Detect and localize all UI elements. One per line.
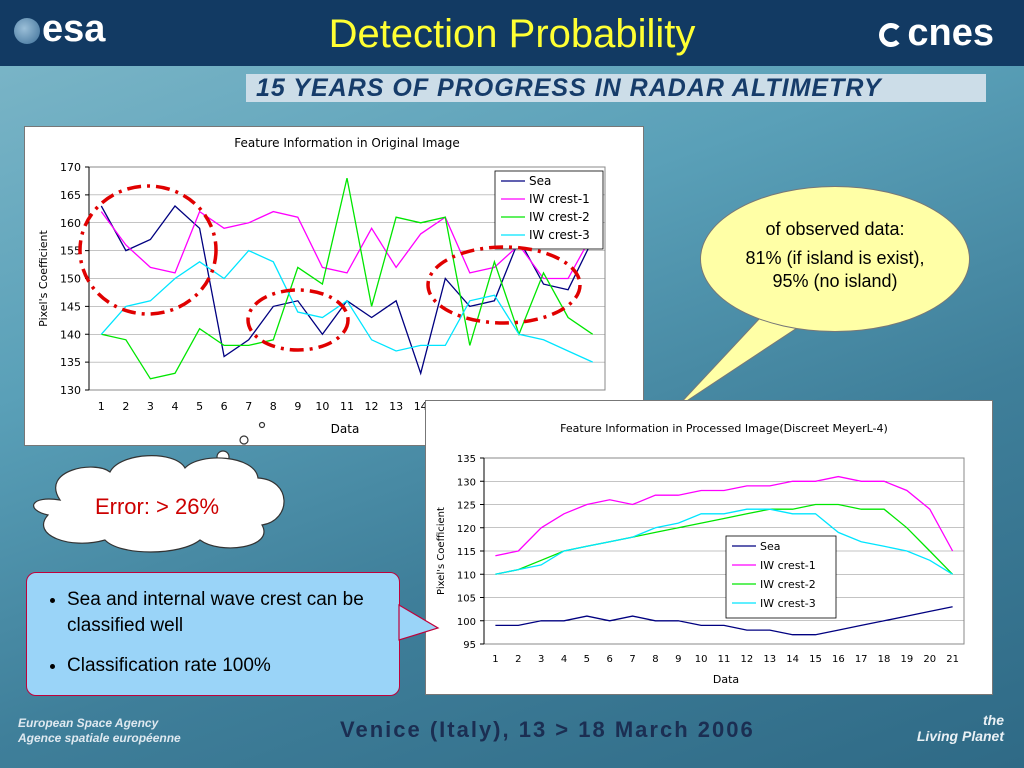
conclusion-list: Sea and internal wave crest can be class… [45, 587, 389, 679]
x-tick-label: 6 [607, 654, 613, 665]
conclusion-item: Classification rate 100% [67, 653, 389, 679]
legend-entry: IW crest-1 [760, 559, 816, 572]
x-tick-label: 7 [629, 654, 635, 665]
series-line-1 [495, 475, 954, 557]
legend-entry: IW crest-2 [760, 578, 816, 591]
y-tick-label: 125 [457, 501, 476, 512]
x-tick-label: 2 [122, 400, 129, 413]
x-tick-label: 21 [946, 654, 959, 665]
x-tick-label: 11 [340, 400, 354, 413]
x-axis-label: Data [713, 673, 739, 686]
y-tick-label: 95 [463, 640, 476, 651]
chart-title: Feature Information in Original Image [234, 136, 460, 150]
legend-entry: Sea [529, 174, 551, 188]
x-tick-label: 1 [98, 400, 105, 413]
x-tick-label: 10 [695, 654, 708, 665]
callout-line1: of observed data: [765, 219, 905, 239]
series-line-2 [495, 503, 954, 575]
cnes-mark-icon [879, 22, 904, 47]
x-tick-label: 4 [171, 400, 178, 413]
x-tick-label: 14 [414, 400, 428, 413]
y-tick-label: 120 [457, 524, 476, 535]
x-tick-label: 15 [809, 654, 822, 665]
x-tick-label: 8 [652, 654, 658, 665]
globe-icon [14, 17, 40, 44]
legend-box [494, 170, 604, 250]
x-tick-label: 20 [923, 654, 936, 665]
x-tick-label: 7 [245, 400, 252, 413]
callout-line3: 95% (no island) [772, 271, 898, 291]
x-tick-label: 19 [901, 654, 914, 665]
y-tick-label: 170 [60, 161, 81, 174]
x-tick-label: 13 [389, 400, 403, 413]
living-planet-logo: the Living Planet [916, 712, 1004, 744]
legend-entry: Sea [760, 540, 781, 553]
chart-title: Feature Information in Processed Image(D… [560, 422, 888, 435]
legend-entry: IW crest-1 [529, 192, 590, 206]
x-tick-label: 17 [855, 654, 868, 665]
y-axis-label: Pixel's Coefficient [436, 507, 447, 595]
error-text: Error: > 26% [94, 494, 220, 519]
y-tick-label: 145 [60, 300, 81, 313]
x-tick-label: 4 [561, 654, 567, 665]
conference-banner: 15 YEARS OF PROGRESS IN RADAR ALTIMETRY [246, 74, 986, 102]
x-tick-label: 9 [294, 400, 301, 413]
y-tick-label: 160 [60, 217, 81, 230]
y-tick-label: 135 [457, 454, 476, 465]
y-tick-label: 135 [60, 356, 81, 369]
x-tick-label: 5 [584, 654, 590, 665]
observed-data-callout: of observed data: 81% (if island is exis… [700, 186, 970, 332]
x-tick-label: 14 [786, 654, 799, 665]
x-tick-label: 16 [832, 654, 845, 665]
series-line-0 [495, 606, 953, 636]
y-tick-label: 130 [457, 477, 476, 488]
y-tick-label: 140 [60, 328, 81, 341]
conclusion-box: Sea and internal wave crest can be class… [26, 572, 400, 696]
x-tick-label: 13 [763, 654, 776, 665]
series-line-3 [495, 508, 953, 575]
header-bar: esa Detection Probability cnes [0, 0, 1024, 66]
x-tick-label: 12 [365, 400, 379, 413]
esa-logo: esa [14, 8, 105, 51]
callout-line2: 81% (if island is exist), [745, 248, 925, 268]
x-tick-label: 12 [741, 654, 754, 665]
y-axis-label: Pixel's Coefficient [37, 229, 50, 326]
y-tick-label: 100 [457, 617, 476, 628]
x-tick-label: 8 [270, 400, 277, 413]
x-tick-label: 2 [515, 654, 521, 665]
event-footer: Venice (Italy), 13 > 18 March 2006 [340, 717, 755, 742]
cnes-logo: cnes [879, 12, 994, 55]
y-tick-label: 105 [457, 594, 476, 605]
y-tick-label: 130 [60, 384, 81, 397]
x-tick-label: 6 [221, 400, 228, 413]
x-tick-label: 10 [315, 400, 329, 413]
y-tick-label: 165 [60, 189, 81, 202]
chart-processed-panel: Feature Information in Processed Image(D… [425, 400, 993, 695]
y-tick-label: 110 [457, 570, 476, 581]
x-tick-label: 11 [718, 654, 731, 665]
x-tick-label: 5 [196, 400, 203, 413]
legend-entry: IW crest-2 [529, 210, 590, 224]
slide-title: Detection Probability [328, 12, 696, 56]
conclusion-item: Sea and internal wave crest can be class… [67, 587, 389, 639]
y-tick-label: 115 [457, 547, 476, 558]
y-tick-label: 150 [60, 273, 81, 286]
x-tick-label: 9 [675, 654, 681, 665]
x-tick-label: 18 [878, 654, 891, 665]
y-tick-label: 155 [60, 245, 81, 258]
x-tick-label: 3 [538, 654, 544, 665]
legend-entry: IW crest-3 [529, 228, 590, 242]
x-tick-label: 1 [492, 654, 498, 665]
legend-entry: IW crest-3 [760, 597, 816, 610]
x-tick-label: 3 [147, 400, 154, 413]
chart-processed: Feature Information in Processed Image(D… [436, 422, 965, 686]
chart-original: Feature Information in Original Image 130… [37, 136, 606, 436]
x-axis-label: Data [331, 422, 360, 436]
legend-box [725, 535, 837, 619]
agency-footer: European Space Agency Agence spatiale eu… [18, 716, 181, 745]
chart-original-panel: Feature Information in Original Image 130… [24, 126, 644, 446]
